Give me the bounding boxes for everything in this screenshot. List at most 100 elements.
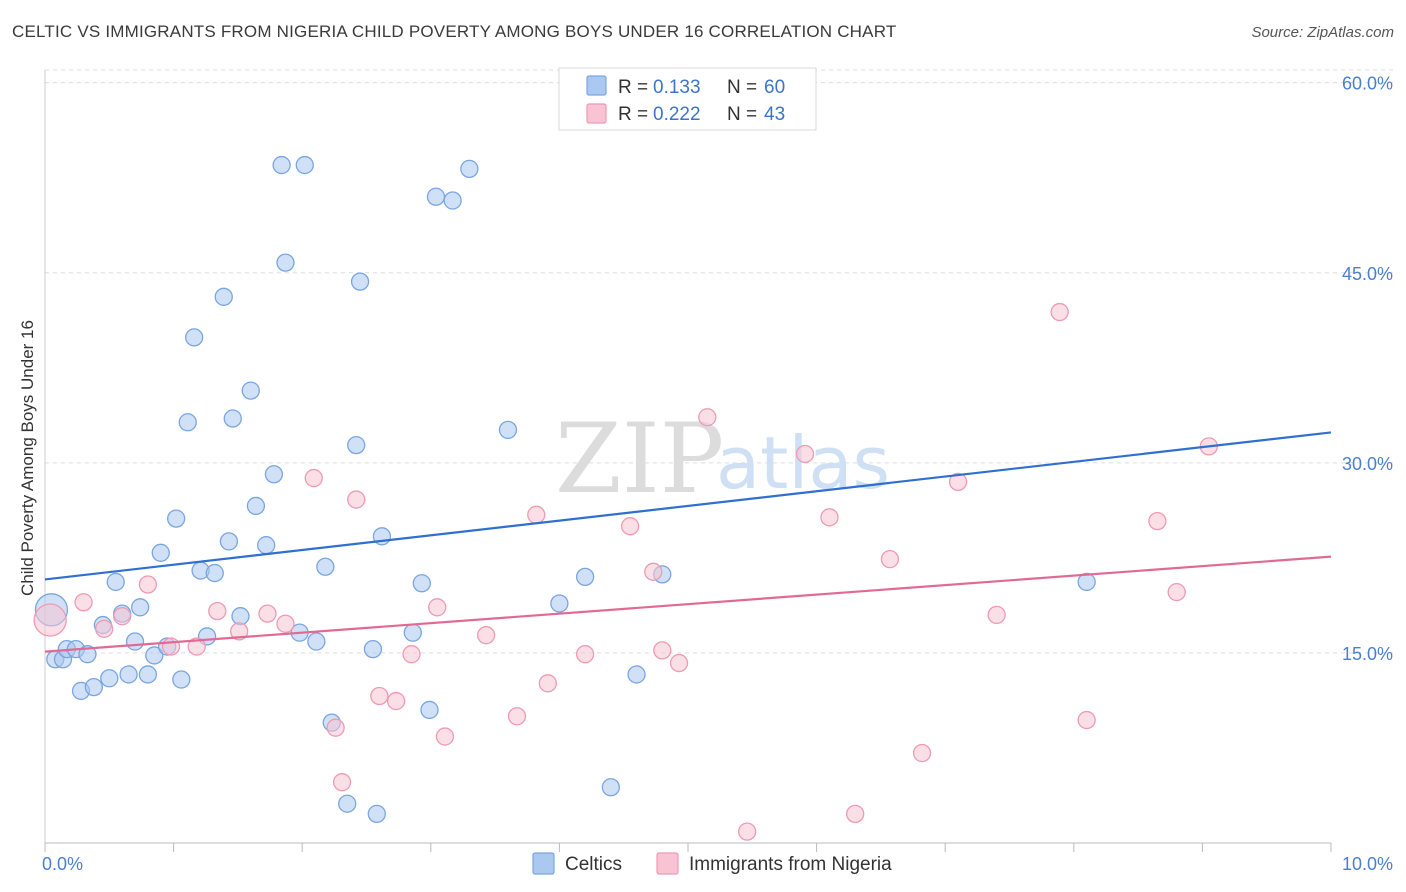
point-nigeria-41 xyxy=(1167,582,1186,602)
point-celtics-52 xyxy=(460,159,479,178)
point-nigeria-37 xyxy=(987,605,1006,625)
point-nigeria-19 xyxy=(435,727,455,746)
point-nigeria-8 xyxy=(230,622,249,641)
y-tick-label-3: 60.0% xyxy=(1342,74,1393,94)
point-nigeria-5 xyxy=(161,637,181,656)
series-legend-label-celtics: Celtics xyxy=(565,854,622,875)
point-nigeria-31 xyxy=(795,444,815,464)
point-nigeria-30 xyxy=(738,822,757,841)
legend-swatch-nigeria xyxy=(586,103,607,124)
series-legend-label-nigeria: Immigrants from Nigeria xyxy=(689,854,892,875)
y-axis-label: Child Poverty Among Boys Under 16 xyxy=(18,320,37,596)
point-nigeria-36 xyxy=(948,472,968,491)
point-nigeria-26 xyxy=(644,562,663,581)
point-celtics-20 xyxy=(172,670,191,689)
series-legend-swatch-nigeria xyxy=(656,852,679,875)
point-celtics-15 xyxy=(138,665,158,684)
point-celtics-33 xyxy=(264,465,284,484)
point-celtics-9 xyxy=(100,669,119,688)
point-celtics-14 xyxy=(131,598,150,617)
point-celtics-6 xyxy=(78,645,97,664)
point-celtics-59 xyxy=(1077,572,1096,592)
point-nigeria-12 xyxy=(326,718,345,737)
point-nigeria-29 xyxy=(698,408,717,427)
point-nigeria-34 xyxy=(880,549,900,569)
point-celtics-13 xyxy=(125,632,145,651)
legend-n-label-1: N = xyxy=(727,77,757,98)
point-nigeria-32 xyxy=(820,508,839,527)
legend-r-value-1: 0.133 xyxy=(653,77,701,98)
point-nigeria-15 xyxy=(370,686,389,706)
point-nigeria-13 xyxy=(332,773,352,792)
point-celtics-54 xyxy=(550,594,569,613)
point-celtics-34 xyxy=(272,155,291,175)
point-celtics-26 xyxy=(214,287,233,306)
point-celtics-28 xyxy=(223,409,242,428)
point-nigeria-17 xyxy=(402,645,421,664)
watermark-atlas: atlas xyxy=(716,421,890,505)
axes xyxy=(44,70,1332,852)
point-nigeria-2 xyxy=(95,619,114,638)
watermark: ZIP atlas xyxy=(555,403,890,515)
point-celtics-53 xyxy=(498,420,518,440)
point-nigeria-16 xyxy=(386,691,406,711)
y-tick-label-2: 45.0% xyxy=(1342,264,1393,284)
point-celtics-55 xyxy=(575,567,595,587)
point-celtics-31 xyxy=(246,496,266,516)
point-celtics-17 xyxy=(151,543,170,562)
point-celtics-47 xyxy=(403,623,422,642)
legend-swatch-celtics xyxy=(586,75,607,96)
point-celtics-49 xyxy=(420,700,439,720)
legend-n-value-2: 43 xyxy=(764,104,785,125)
chart-title: CELTIC VS IMMIGRANTS FROM NIGERIA CHILD … xyxy=(12,22,897,41)
point-nigeria-27 xyxy=(653,641,672,660)
point-celtics-16 xyxy=(145,646,164,665)
point-nigeria-0 xyxy=(33,603,67,637)
point-nigeria-9 xyxy=(258,604,277,623)
point-nigeria-33 xyxy=(846,804,865,824)
point-nigeria-1 xyxy=(74,593,93,612)
point-celtics-56 xyxy=(601,778,620,797)
point-celtics-50 xyxy=(426,187,446,206)
point-celtics-7 xyxy=(84,677,104,697)
point-celtics-35 xyxy=(276,253,295,272)
point-celtics-44 xyxy=(363,639,383,659)
stats-legend: R = 0.133 N = 60 R = 0.222 N = 43 xyxy=(558,67,817,131)
point-celtics-27 xyxy=(219,532,239,551)
point-celtics-41 xyxy=(338,794,357,813)
data-points xyxy=(33,155,1218,841)
grid-lines xyxy=(45,69,1395,654)
point-nigeria-23 xyxy=(538,674,557,693)
point-celtics-39 xyxy=(316,557,335,576)
series-legend: Celtics Immigrants from Nigeria xyxy=(532,852,892,875)
y-tick-label-0: 15.0% xyxy=(1342,644,1393,664)
watermark-zip: ZIP xyxy=(555,403,724,515)
point-celtics-42 xyxy=(347,435,366,455)
tick-labels: 15.0% 30.0% 45.0% 60.0% 0.0% 10.0% xyxy=(42,74,1393,874)
point-nigeria-21 xyxy=(507,707,527,726)
point-nigeria-7 xyxy=(208,601,227,621)
point-nigeria-24 xyxy=(575,645,595,664)
legend-r-label-1: R = xyxy=(618,77,648,98)
trend-lines xyxy=(44,431,1332,653)
point-nigeria-10 xyxy=(276,614,295,633)
x-tick-label-0: 0.0% xyxy=(42,854,83,874)
point-nigeria-6 xyxy=(187,637,206,656)
point-nigeria-35 xyxy=(912,743,932,763)
point-celtics-48 xyxy=(412,574,431,593)
point-nigeria-22 xyxy=(527,505,546,524)
source-label: Source: ZipAtlas.com xyxy=(1251,24,1394,41)
point-celtics-51 xyxy=(443,191,462,210)
legend-r-label-2: R = xyxy=(618,104,648,125)
point-celtics-38 xyxy=(307,632,326,651)
point-nigeria-28 xyxy=(669,653,689,673)
series-legend-swatch-celtics xyxy=(532,852,555,875)
legend-r-value-2: 0.222 xyxy=(653,104,701,125)
point-celtics-43 xyxy=(350,272,370,291)
point-celtics-10 xyxy=(106,572,125,592)
trend-line-nigeria xyxy=(44,555,1332,653)
point-nigeria-14 xyxy=(347,490,366,509)
point-nigeria-18 xyxy=(428,598,447,617)
point-nigeria-25 xyxy=(620,517,640,536)
